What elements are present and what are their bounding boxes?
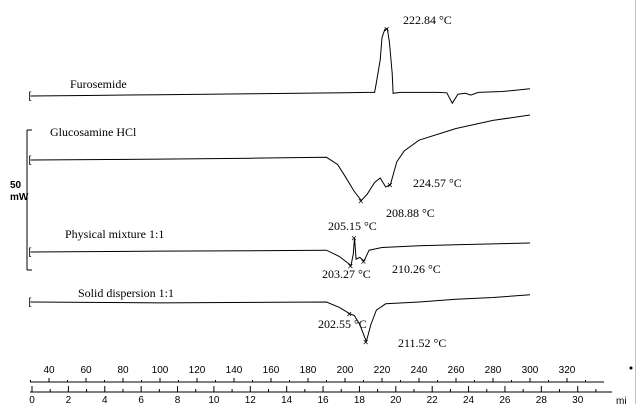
peak-marker: × [363,338,369,349]
time-axis-unit: mi [616,396,627,404]
series-line-2 [30,114,531,202]
time-tick-label: 24 [463,395,475,404]
time-tick-label: 14 [281,395,293,404]
time-tick-label: 4 [102,395,108,404]
peak-label: 208.88 °C [386,206,435,220]
series-label: Solid dispersion 1:1 [78,286,174,300]
peak-marker: × [358,197,364,208]
time-tick-label: 6 [138,395,144,404]
series-start-mark: [- [29,297,35,308]
temp-tick-label: 240 [411,365,428,376]
temp-tick-label: 40 [43,365,55,376]
time-tick-label: 10 [208,395,220,404]
temp-tick-label: 200 [337,365,354,376]
time-tick-label: 16 [317,395,329,404]
peak-marker: × [346,310,352,321]
temp-tick-label: 260 [448,365,465,376]
temp-axis-ticks: 40 60 80 100 120 140 160 180 200 220 240 260 280 300 3… [30,365,586,382]
temp-tick-label: 60 [80,365,92,376]
peak-label: 222.84 °C [403,13,452,27]
series-line-4 [30,294,531,344]
series-line-1 [30,27,531,105]
temp-tick-label: 80 [117,365,129,376]
series-layer: [- Furosemide [- Glucosamine HCl [- Physical … [29,27,531,344]
series-label: Furosemide [70,77,127,91]
peak-label: 210.26 °C [392,262,441,276]
temp-tick-label: 300 [522,365,539,376]
peak-label: 205.15 °C [328,219,377,233]
peak-label: 203.27 °C [322,267,371,281]
series-label: Physical mixture 1:1 [65,227,164,241]
series-line-3 [30,237,531,267]
temp-tick-label: 180 [300,365,317,376]
temp-tick-label: 320 [559,365,576,376]
peak-label: 202.55 °C [318,317,367,331]
temp-tick-label: 120 [189,365,206,376]
scale-unit: mW [10,192,29,203]
temp-tick-label: 280 [485,365,502,376]
time-tick-label: 30 [572,395,584,404]
peak-marker: × [360,257,366,268]
time-tick-label: 26 [499,395,511,404]
temp-tick-label: 100 [152,365,169,376]
peak-marker: × [384,25,390,36]
series-start-mark: [- [29,91,35,102]
time-tick-label: 28 [536,395,548,404]
series-label: Glucosamine HCl [50,125,137,139]
series-start-mark: [- [29,247,35,258]
time-tick-label: 20 [390,395,402,404]
time-tick-label: 22 [427,395,439,404]
annotation-layer: ×222.84 °C× 224.57 °C×208.88 °C×205.15 °C… [318,13,462,350]
time-tick-label: 0 [29,395,35,404]
scale-value: 50 [10,180,22,191]
temp-tick-label: 220 [374,365,391,376]
temp-tick-label: 160 [263,365,280,376]
peak-marker: × [348,262,354,273]
time-axis-ticks: 0 2 4 6 8 10 12 14 16 18 20 22 24 26 28 30 [29,386,597,404]
time-tick-label: 2 [66,395,72,404]
time-tick-label: 12 [245,395,257,404]
peak-marker: × [351,234,357,245]
temp-tick-label: 140 [226,365,243,376]
peak-label: 224.57 °C [413,176,462,190]
peak-marker: × [387,180,393,191]
peak-label: 211.52 °C [398,336,446,350]
axis-end-dot [629,366,633,370]
time-tick-label: 8 [175,395,181,404]
series-start-mark: [- [29,155,35,166]
time-tick-label: 18 [354,395,366,404]
